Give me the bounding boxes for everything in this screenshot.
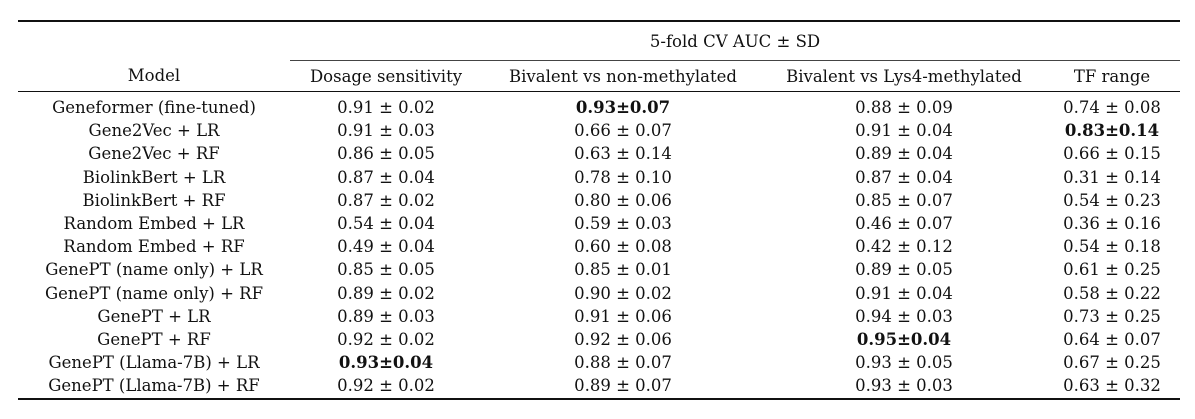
table-row: Geneformer (fine-tuned) 0.91 ± 0.02 0.93±0… [18,92,1180,120]
model-name-cell: BiolinkBert + LR [82,167,226,187]
score-cell: 0.83±0.14 [1064,121,1160,141]
score-cell: 0.66 ± 0.07 [574,121,672,141]
score-cell: 0.63 ± 0.14 [574,144,672,164]
score-cell: 0.87 ± 0.04 [855,167,953,187]
model-name-cell: GenePT + RF [97,330,211,350]
score-cell: 0.66 ± 0.15 [1063,144,1161,164]
score-cell: 0.73 ± 0.25 [1063,306,1161,326]
score-cell: 0.85 ± 0.07 [855,190,953,210]
table-row: GenePT (name only) + LR 0.85 ± 0.05 0.85 ±… [18,258,1180,281]
score-cell: 0.95±0.04 [856,330,952,350]
score-cell: 0.87 ± 0.02 [337,190,435,210]
column-header-bivalent-vs-lys4-methylated: Bivalent vs Lys4-methylated [786,66,1022,86]
table-row: BiolinkBert + LR 0.87 ± 0.04 0.78 ± 0.10 0.… [18,166,1180,189]
score-cell: 0.80 ± 0.06 [574,190,672,210]
score-cell: 0.89 ± 0.04 [855,144,953,164]
score-cell: 0.54 ± 0.18 [1063,237,1161,257]
score-cell: 0.90 ± 0.02 [574,283,672,303]
group-header-row: 5-fold CV AUC ± SD [18,21,1181,61]
model-name-cell: GenePT (Llama-7B) + LR [48,353,260,373]
score-cell: 0.89 ± 0.03 [337,306,435,326]
model-name-cell: GenePT (Llama-7B) + RF [48,376,260,396]
model-name-cell: Gene2Vec + LR [88,121,220,141]
score-cell: 0.59 ± 0.03 [574,214,672,234]
table-row: GenePT + RF 0.92 ± 0.02 0.92 ± 0.06 0.95±0.… [18,328,1180,351]
score-cell: 0.91 ± 0.04 [855,283,953,303]
table-row: BiolinkBert + RF 0.87 ± 0.02 0.80 ± 0.06 0.… [18,189,1180,212]
score-cell: 0.88 ± 0.07 [574,353,672,373]
table-row: GenePT + LR 0.89 ± 0.03 0.91 ± 0.06 0.94 ± … [18,305,1180,328]
model-name-cell: BiolinkBert + RF [82,190,226,210]
model-name-cell: Random Embed + RF [63,237,245,257]
table-body: Geneformer (fine-tuned) 0.91 ± 0.02 0.93±0… [18,92,1181,399]
table-row: Gene2Vec + RF 0.86 ± 0.05 0.63 ± 0.14 0.89 … [18,142,1180,165]
table-row: Random Embed + LR 0.54 ± 0.04 0.59 ± 0.03 0… [18,212,1180,235]
score-cell: 0.54 ± 0.04 [337,214,435,234]
score-cell: 0.54 ± 0.23 [1063,190,1161,210]
score-cell: 0.93 ± 0.03 [855,376,953,396]
score-cell: 0.87 ± 0.04 [337,167,435,187]
score-cell: 0.92 ± 0.02 [337,330,435,350]
table-row: Gene2Vec + LR 0.91 ± 0.03 0.66 ± 0.07 0.91 … [18,119,1180,142]
score-cell: 0.88 ± 0.09 [855,98,953,117]
score-cell: 0.91 ± 0.03 [337,121,435,141]
score-cell: 0.92 ± 0.06 [574,330,672,350]
score-cell: 0.74 ± 0.08 [1063,98,1161,117]
column-header-tf-range: TF range [1073,66,1151,86]
model-name-cell: Random Embed + LR [63,214,245,234]
model-name-cell: GenePT (name only) + RF [44,283,264,303]
group-header-spacer [18,21,290,61]
model-name-cell: Gene2Vec + RF [88,144,220,164]
score-cell: 0.85 ± 0.05 [337,260,435,280]
table-row: GenePT (name only) + RF 0.89 ± 0.02 0.90 ±… [18,282,1180,305]
score-cell: 0.89 ± 0.02 [337,283,435,303]
group-header-cv-auc: 5-fold CV AUC ± SD [290,21,1181,61]
score-cell: 0.67 ± 0.25 [1063,353,1161,373]
score-cell: 0.42 ± 0.12 [855,237,953,257]
model-name-cell: GenePT (name only) + LR [45,260,263,280]
score-cell: 0.63 ± 0.32 [1063,376,1161,396]
score-cell: 0.86 ± 0.05 [337,144,435,164]
table-row: GenePT (Llama-7B) + LR 0.93±0.04 0.88 ± 0.… [18,351,1180,374]
results-table: 5-fold CV AUC ± SD Model Dosage sensitiv… [18,20,1181,400]
score-cell: 0.46 ± 0.07 [855,214,953,234]
score-cell: 0.91 ± 0.06 [574,306,672,326]
model-name-cell: Geneformer (fine-tuned) [52,98,256,117]
score-cell: 0.58 ± 0.22 [1063,283,1161,303]
score-cell: 0.93±0.04 [338,353,434,373]
score-cell: 0.60 ± 0.08 [574,237,672,257]
score-cell: 0.93 ± 0.05 [855,353,953,373]
score-cell: 0.92 ± 0.02 [337,376,435,396]
table-row: Random Embed + RF 0.49 ± 0.04 0.60 ± 0.08 0… [18,235,1180,258]
column-header-bivalent-vs-non-methylated: Bivalent vs non-methylated [509,66,737,86]
column-header-dosage-sensitivity: Dosage sensitivity [309,66,463,86]
score-cell: 0.94 ± 0.03 [855,306,953,326]
score-cell: 0.91 ± 0.04 [855,121,953,141]
score-cell: 0.85 ± 0.01 [574,260,672,280]
table-row: GenePT (Llama-7B) + RF 0.92 ± 0.02 0.89 ± … [18,374,1181,399]
score-cell: 0.89 ± 0.07 [574,376,672,396]
score-cell: 0.31 ± 0.14 [1063,167,1161,187]
score-cell: 0.64 ± 0.07 [1063,330,1161,350]
score-cell: 0.91 ± 0.02 [337,98,435,117]
column-header-model: Model [127,66,181,86]
results-table-container: 5-fold CV AUC ± SD Model Dosage sensitiv… [18,20,1181,400]
score-cell: 0.78 ± 0.10 [574,167,672,187]
score-cell: 0.36 ± 0.16 [1063,214,1161,234]
score-cell: 0.49 ± 0.04 [337,237,435,257]
score-cell: 0.61 ± 0.25 [1063,260,1161,280]
column-header-row: Model Dosage sensitivity Bivalent vs non… [18,61,1181,92]
model-name-cell: GenePT + LR [97,306,211,326]
score-cell: 0.89 ± 0.05 [855,260,953,280]
score-cell: 0.93±0.07 [575,98,671,117]
